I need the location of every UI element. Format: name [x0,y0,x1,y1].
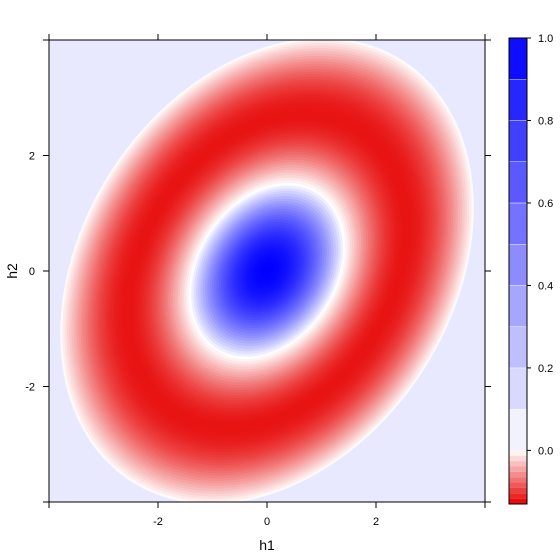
color-key [508,37,528,504]
contour-band [264,268,270,274]
x-axis-title: h1 [259,537,275,553]
color-key-tick-label: 0.4 [538,280,553,292]
color-key-band [509,482,527,488]
color-key-band [508,120,528,162]
color-key-border [508,37,528,505]
y-tick-label: 0 [29,266,35,278]
color-key-band [509,455,527,462]
color-key-band [509,471,527,478]
color-key-tick-label: 0.0 [538,445,553,457]
color-key-tick-label: 0.8 [538,115,553,127]
color-key-band [509,498,527,504]
color-key-band [509,477,527,483]
color-key-band [508,37,528,80]
color-key-band [509,493,527,499]
color-key-tick-label: 1.0 [538,33,553,45]
color-key-band [509,466,527,472]
x-tick-label: 2 [373,516,379,528]
y-tick-label: 2 [29,151,35,163]
y-tick-label: -2 [25,382,35,394]
color-key-band [509,461,527,467]
color-key-band [508,202,528,245]
color-key-band [508,161,528,204]
axis-tick-labels: -2 0 2 -2 0 2 [25,151,379,529]
color-key-band [508,79,528,121]
color-key-band [508,367,528,410]
color-key-band [508,326,528,369]
color-key-band [508,408,528,451]
color-key-band [508,243,528,286]
y-axis-title: h2 [4,263,20,279]
axis-ticks [43,34,491,508]
x-tick-label: -2 [153,516,163,528]
color-key-tick-label: 0.6 [538,198,553,210]
color-key-band [509,450,527,456]
color-key-ticks: 0.0 0.2 0.4 0.6 0.8 1.0 [527,33,553,457]
color-key-band [509,487,527,494]
x-tick-label: 0 [264,516,270,528]
color-key-tick-label: 0.2 [538,363,553,375]
color-key-band [508,285,528,327]
